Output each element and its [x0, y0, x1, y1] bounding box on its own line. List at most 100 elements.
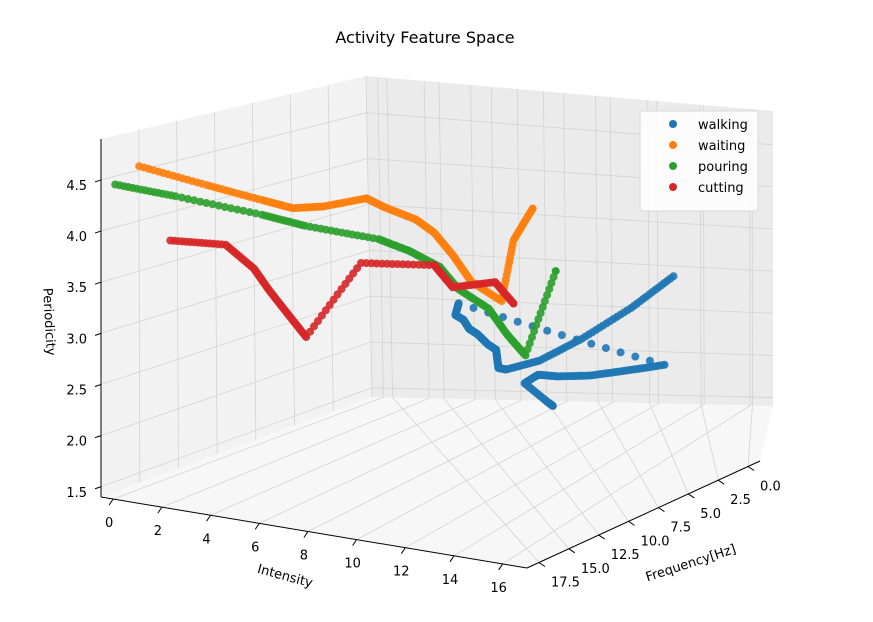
- y-tick: [157, 506, 163, 514]
- x-tick-label: 10.0: [641, 534, 670, 549]
- point-pouring: [220, 203, 229, 211]
- y-tick: [498, 563, 504, 571]
- z-tick-label: 4.5: [66, 179, 87, 194]
- point-walking: [513, 317, 522, 326]
- x-tick-label: 5.0: [700, 507, 721, 522]
- y-tick: [108, 498, 114, 506]
- point-pouring: [177, 193, 186, 202]
- legend-label-pouring: pouring: [698, 160, 748, 175]
- tick-marks: 1.5 2.0 2.5 3.0 3.5 4.0 4.5 0 2 4 6 8 10 12 14 16 0.0 2.5…: [66, 179, 780, 596]
- point-pouring: [551, 267, 560, 276]
- point-pouring: [536, 309, 545, 318]
- chart-title: Activity Feature Space: [335, 28, 514, 47]
- y-axis-label: Intensity: [256, 562, 315, 591]
- x-tick-label: 17.5: [551, 576, 580, 591]
- point-pouring: [245, 208, 254, 217]
- point-pouring: [525, 339, 534, 348]
- series-walking: [451, 272, 678, 410]
- y-gridline: [113, 76, 384, 500]
- y-tick-label: 0: [105, 516, 113, 531]
- axis-lines: [100, 139, 761, 569]
- y-gridline: [210, 84, 476, 516]
- point-pouring: [190, 196, 199, 205]
- z-tick-label: 3.5: [66, 281, 87, 296]
- z-tick-label: 1.5: [66, 486, 87, 501]
- point-pouring: [171, 192, 180, 201]
- x-gridline: [595, 95, 659, 508]
- point-pouring: [196, 197, 205, 206]
- left-pane-gridline: [327, 84, 334, 412]
- y-tick-label: 14: [442, 573, 459, 588]
- x-tick: [628, 520, 635, 526]
- point-pouring: [543, 291, 552, 300]
- point-pouring: [534, 315, 543, 324]
- y-gridline: [307, 92, 568, 532]
- point-pouring: [251, 209, 260, 218]
- y-tick-label: 6: [251, 540, 259, 555]
- series-waiting: [135, 162, 537, 306]
- x-tick-label: 15.0: [581, 562, 610, 577]
- z-tick-label: 4.0: [66, 230, 87, 245]
- y-tick: [400, 547, 406, 554]
- legend-marker-walking: [669, 120, 677, 128]
- point-pouring: [547, 279, 556, 288]
- point-walking: [572, 335, 581, 344]
- point-walking: [557, 331, 566, 340]
- x-gridline: [438, 82, 570, 550]
- x-tick-label: 12.5: [611, 548, 640, 563]
- x-gridline: [490, 86, 600, 536]
- x-tick: [747, 466, 755, 471]
- point-pouring: [202, 199, 211, 207]
- z-tick: [94, 179, 102, 183]
- x-axis-line: [526, 460, 761, 569]
- z-tick-label: 3.0: [66, 332, 87, 347]
- point-pouring: [545, 285, 554, 294]
- point-pouring: [233, 205, 242, 214]
- point-pouring: [528, 333, 536, 342]
- z-tick: [94, 281, 102, 285]
- y-tick-label: 12: [393, 565, 410, 580]
- y-gridline: [259, 88, 522, 524]
- legend-label-waiting: waiting: [698, 139, 745, 154]
- point-walking: [548, 401, 557, 410]
- x-gridline: [386, 77, 540, 563]
- x-tick: [717, 479, 725, 485]
- y-tick: [449, 555, 455, 563]
- point-pouring: [521, 351, 530, 360]
- grid-lines: [100, 75, 774, 565]
- point-pouring: [227, 204, 236, 213]
- y-axis-line: [100, 496, 528, 569]
- point-pouring: [239, 206, 248, 215]
- z-tick: [94, 384, 102, 387]
- z-tick: [94, 486, 102, 490]
- point-walking: [616, 348, 625, 357]
- z-tick: [94, 332, 102, 336]
- point-waiting: [528, 204, 537, 213]
- x-tick-label: 2.5: [730, 493, 751, 508]
- point-pouring: [523, 345, 532, 354]
- legend-marker-pouring: [669, 162, 677, 170]
- y-tick-label: 16: [490, 581, 507, 596]
- legend-label-walking: walking: [698, 118, 748, 133]
- point-walking: [601, 344, 610, 353]
- point-pouring: [214, 201, 223, 210]
- y-tick: [254, 523, 260, 530]
- point-pouring: [540, 297, 549, 306]
- left-pane-gridline: [289, 93, 295, 426]
- x-tick-label: 0.0: [760, 479, 781, 494]
- x-tick: [538, 562, 546, 567]
- point-pouring: [530, 327, 539, 336]
- z-tick: [94, 230, 102, 234]
- z-tick-label: 2.0: [66, 435, 87, 450]
- point-walking: [587, 339, 596, 348]
- x-tick: [568, 548, 576, 554]
- y-tick: [303, 531, 309, 538]
- x-tick: [688, 493, 695, 499]
- x-tick: [658, 507, 665, 513]
- x-tick: [598, 534, 605, 540]
- y-tick-label: 2: [154, 524, 162, 539]
- point-pouring: [538, 303, 547, 312]
- y-tick: [352, 539, 358, 546]
- x-tick-label: 7.5: [670, 521, 691, 536]
